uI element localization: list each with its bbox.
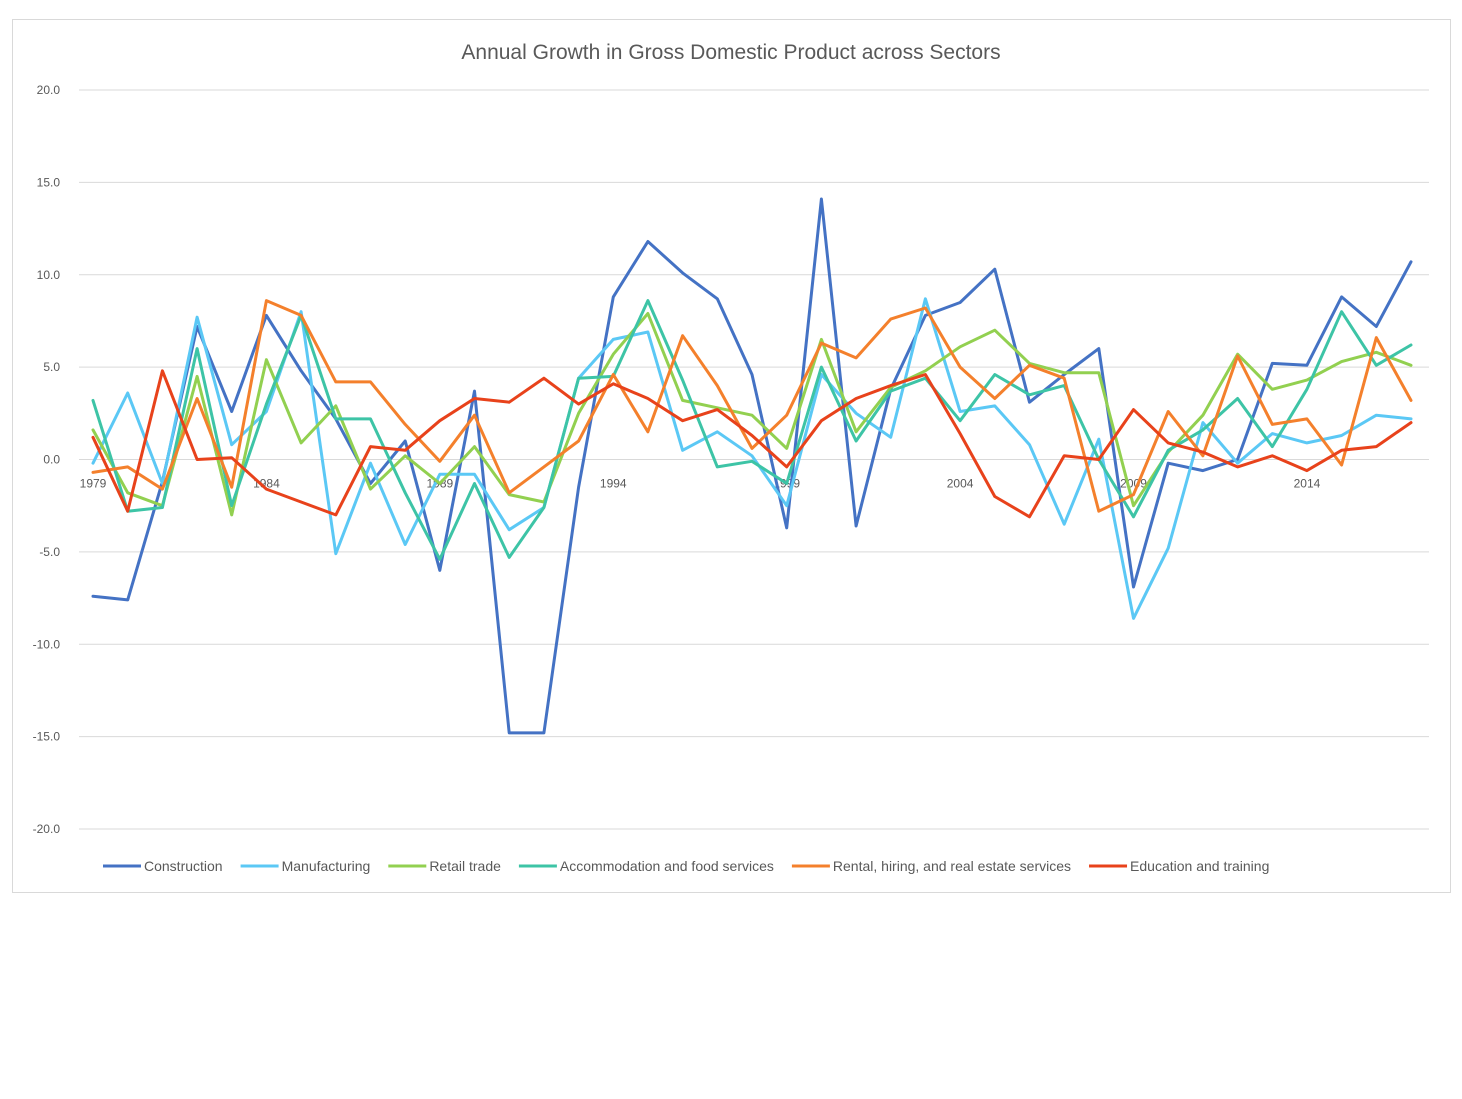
x-tick-label: 1984 [253, 477, 280, 491]
x-tick-label: 2004 [947, 477, 974, 491]
x-tick-label: 1979 [80, 477, 107, 491]
legend-item-education-and-training: Education and training [1089, 858, 1269, 874]
series-line-manufacturing [91, 297, 1413, 620]
series-line-retail-trade [91, 312, 1413, 517]
legend-item-retail-trade: Retail trade [388, 858, 501, 874]
chart-area: Annual Growth in Gross Domestic Product … [12, 19, 1451, 893]
series-line-accommodation-and-food-services [91, 299, 1413, 561]
y-tick-label: 10.0 [37, 268, 61, 282]
legend-item-manufacturing: Manufacturing [240, 858, 371, 874]
legend-label: Retail trade [429, 858, 501, 874]
legend-item-construction: Construction [103, 858, 223, 874]
series-line-construction [91, 197, 1413, 735]
legend: Construction Manufacturing Retail trade Acc… [103, 858, 1269, 874]
y-axis-ticks: 20.0 15.0 10.0 5.0 0.0 -5.0 -10.0 -15.0 -20.0 [33, 83, 61, 836]
series-line-education-and-training [91, 369, 1413, 519]
y-tick-label: -5.0 [39, 545, 60, 559]
y-tick-label: -20.0 [33, 822, 61, 836]
legend-label: Education and training [1130, 858, 1269, 874]
legend-item-accommodation-and-food-services: Accommodation and food services [518, 858, 774, 874]
x-tick-label: 1994 [600, 477, 627, 491]
legend-label: Construction [144, 858, 223, 874]
x-tick-label: 2014 [1294, 477, 1321, 491]
legend-label: Manufacturing [282, 858, 371, 874]
line-chart: Annual Growth in Gross Domestic Product … [33, 41, 1429, 874]
y-tick-label: -10.0 [33, 637, 61, 651]
chart-title: Annual Growth in Gross Domestic Product … [461, 41, 1000, 64]
legend-label: Rental, hiring, and real estate services [833, 858, 1071, 874]
y-tick-label: -15.0 [33, 730, 61, 744]
legend-label: Accommodation and food services [560, 858, 774, 874]
y-tick-label: 15.0 [37, 175, 61, 189]
series-line-rental-hiring-and-real-estate-services [91, 299, 1413, 513]
y-tick-label: 5.0 [43, 360, 60, 374]
series-lines [91, 197, 1413, 735]
y-tick-label: 0.0 [43, 453, 60, 467]
legend-item-rental-hiring-and-real-estate-services: Rental, hiring, and real estate services [791, 858, 1071, 874]
y-tick-label: 20.0 [37, 83, 61, 97]
